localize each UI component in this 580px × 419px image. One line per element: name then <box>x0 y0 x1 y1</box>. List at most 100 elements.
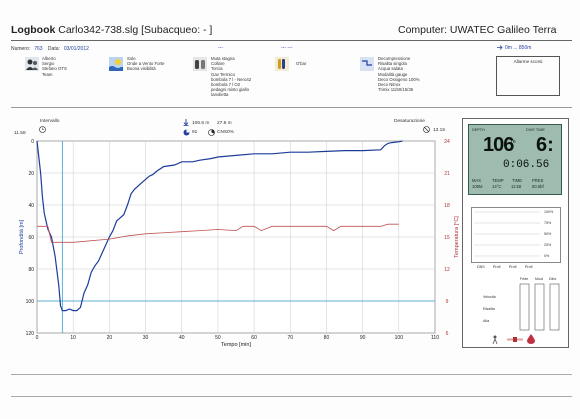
lcd-time-label: TIME <box>512 178 523 183</box>
chart-series <box>36 140 435 333</box>
end-time: 13.15 <box>433 128 446 133</box>
ascent-rate-indicator: Fede Muot Difor Velocità Risalita Alta <box>483 277 565 332</box>
header-divider <box>11 40 572 41</box>
lcd-depth-value: 106 <box>483 134 514 156</box>
avg-depth: 27.9 m <box>217 121 232 126</box>
interval-label: Intervallo <box>40 119 60 124</box>
x-axis-label: Tempo [min] <box>221 342 251 348</box>
y-tick-label: 120 <box>26 331 35 337</box>
stats-divider <box>11 107 572 108</box>
info-gas: O'bar <box>296 61 307 66</box>
computer-model: Computer: UWATEC Galileo Terra <box>398 24 557 36</box>
date-value: 03/01/2012 <box>63 46 89 52</box>
tissue-pct-50: 50% <box>544 232 552 236</box>
ascent-col-1: Fede <box>520 277 529 281</box>
deco-icon <box>360 57 374 71</box>
diver-label: [Subacqueo: - ] <box>141 24 213 36</box>
diver-small-icon <box>492 335 498 344</box>
desat-clock-icon <box>423 126 430 133</box>
y-tick-label: 40 <box>28 203 34 209</box>
x-tick-label: 10 <box>70 335 76 341</box>
footer-line-2 <box>11 396 572 397</box>
lcd-divetime-label: DIVE TIME <box>526 128 545 132</box>
chart-ticks: 0 10 20 30 40 50 60 70 80 90 100 110 0 20 40 60 80 100 120… <box>26 139 450 341</box>
y-right-tick-label: 24 <box>444 139 450 145</box>
info-conditions: Sole Onde a Vento Forte Buona visibilità <box>127 56 165 72</box>
cns-label: CNS <box>217 130 228 135</box>
dive-computer-panel: DEPTH DIVE TIME 106 m 6: 0:06.56 MAX 106… <box>462 118 569 348</box>
meta-dashes-b: --- --- <box>281 45 293 51</box>
y-right-tick-label: 18 <box>444 203 450 209</box>
x-tick-label: 30 <box>143 335 149 341</box>
ascent-label-2: Risalita <box>483 307 495 311</box>
tissue-grid <box>474 211 540 257</box>
y-tick-label: 20 <box>28 171 34 177</box>
depth-series-line <box>36 140 403 312</box>
desat-label: Desaturazione <box>394 119 425 124</box>
number-label: Numero: <box>11 46 31 52</box>
dive-meta: Numero: 763 Data: 03/01/2012 <box>11 46 93 52</box>
tissue-saturation-chart: 100% 75% 50% 25% 0% <box>471 207 561 263</box>
logbook-label: Logbook <box>11 24 56 36</box>
weather-icon <box>109 57 123 71</box>
temperature-series-line <box>37 223 399 243</box>
lcd-dive-time: 0:06.56 <box>503 159 550 171</box>
alarm-label: Allarme scorsi <box>513 59 543 64</box>
tissue-pct-0: 0% <box>544 254 550 258</box>
ascent-col-3: Difor <box>549 277 557 281</box>
equipment-icon <box>193 57 207 71</box>
drop-icon <box>527 334 535 344</box>
lcd-max-label: MAX <box>472 178 482 183</box>
tissue-label-1: DNS <box>477 265 485 269</box>
info-buddies: Alberto Sergio Stefano OTS Team <box>42 56 67 77</box>
tissue-pct-75: 75% <box>544 221 552 225</box>
y-right-tick-label: 21 <box>444 171 450 177</box>
cns-value: 0% <box>227 130 234 135</box>
gas-value: 91 <box>192 130 198 135</box>
chart-grid <box>36 140 436 334</box>
gas-pie-icon <box>183 129 190 136</box>
info-equipment: Muta stagna Collare Torcia Gav Termico b… <box>211 56 252 98</box>
range-arrow-icon <box>497 45 503 50</box>
lcd-press-label: PRES <box>532 178 544 183</box>
tissue-label-3: Profi <box>509 265 517 269</box>
y-right-tick-label: 12 <box>444 267 450 273</box>
alarm-box: Allarme scorsi <box>496 56 560 96</box>
x-tick-label: 70 <box>287 335 293 341</box>
ascent-col-2: Muot <box>535 277 543 281</box>
tissue-label-4: Profi <box>525 265 533 269</box>
date-label: Data: <box>47 46 60 52</box>
lcd-max-value: 106M <box>472 184 483 189</box>
y-tick-label: 0 <box>31 139 34 145</box>
depth-arrow-icon <box>183 119 189 126</box>
lcd-time-value: 11:58 <box>511 184 522 189</box>
lcd-temp-value: 14°C <box>492 184 502 189</box>
x-tick-label: 60 <box>251 335 257 341</box>
y-axis-label: Profondità [m] <box>19 219 25 254</box>
ascent-label-1: Velocità <box>483 295 496 299</box>
x-tick-label: 50 <box>215 335 221 341</box>
lcd-press-value: 60.0bf <box>532 184 544 189</box>
x-tick-label: 90 <box>360 335 366 341</box>
x-tick-label: 110 <box>431 335 439 341</box>
start-time: 11.58 <box>14 131 26 136</box>
tissue-pct-25: 25% <box>544 243 552 247</box>
y-tick-label: 80 <box>28 267 34 273</box>
y-right-tick-label: 6 <box>446 331 449 337</box>
logbook-title: Logbook Carlo342-738.slg [Subacqueo: - ] <box>11 24 212 36</box>
tissue-label-2: Profi <box>493 265 501 269</box>
footer-line-1 <box>11 374 572 375</box>
x-tick-label: 0 <box>36 335 39 341</box>
clock-icon <box>39 126 46 133</box>
y-right-tick-label: 9 <box>446 299 449 305</box>
info-dive-mode: Decompressione Risalita singola Acqua sa… <box>378 56 420 93</box>
y-right-tick-label: 15 <box>444 235 450 241</box>
lcd-minutes-value: 6: <box>536 134 554 156</box>
x-tick-label: 20 <box>107 335 113 341</box>
lcd-depth-label: DEPTH <box>472 128 485 132</box>
ascent-bars <box>519 283 560 331</box>
x-tick-label: 40 <box>179 335 185 341</box>
tissue-pct-100: 100% <box>544 210 554 214</box>
file-name: Carlo342-738.slg <box>58 24 139 36</box>
